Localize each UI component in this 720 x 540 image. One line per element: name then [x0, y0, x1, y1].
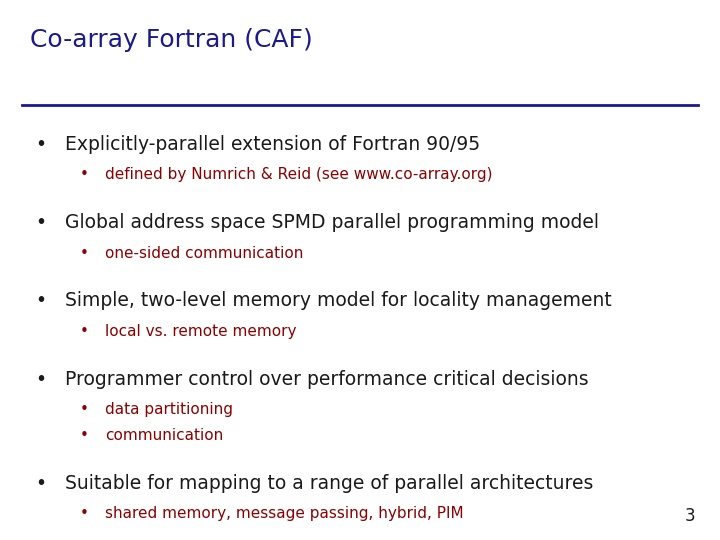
Text: •: • — [80, 246, 89, 261]
Text: •: • — [80, 402, 89, 417]
Text: communication: communication — [105, 428, 223, 443]
Text: shared memory, message passing, hybrid, PIM: shared memory, message passing, hybrid, … — [105, 506, 464, 521]
Text: local vs. remote memory: local vs. remote memory — [105, 324, 297, 339]
Text: •: • — [80, 167, 89, 183]
Text: 3: 3 — [685, 507, 695, 525]
Text: •: • — [80, 324, 89, 339]
Text: •: • — [35, 213, 46, 232]
Text: Suitable for mapping to a range of parallel architectures: Suitable for mapping to a range of paral… — [65, 474, 593, 493]
Text: •: • — [35, 370, 46, 389]
Text: Global address space SPMD parallel programming model: Global address space SPMD parallel progr… — [65, 213, 599, 232]
Text: •: • — [80, 506, 89, 521]
Text: •: • — [35, 474, 46, 493]
Text: defined by Numrich & Reid (see www.co-array.org): defined by Numrich & Reid (see www.co-ar… — [105, 167, 492, 183]
Text: •: • — [35, 135, 46, 154]
Text: Co-array Fortran (CAF): Co-array Fortran (CAF) — [30, 28, 312, 52]
Text: Simple, two-level memory model for locality management: Simple, two-level memory model for local… — [65, 292, 612, 310]
Text: data partitioning: data partitioning — [105, 402, 233, 417]
Text: Programmer control over performance critical decisions: Programmer control over performance crit… — [65, 370, 589, 389]
Text: one-sided communication: one-sided communication — [105, 246, 303, 261]
Text: •: • — [35, 292, 46, 310]
Text: •: • — [80, 428, 89, 443]
Text: Explicitly-parallel extension of Fortran 90/95: Explicitly-parallel extension of Fortran… — [65, 135, 480, 154]
